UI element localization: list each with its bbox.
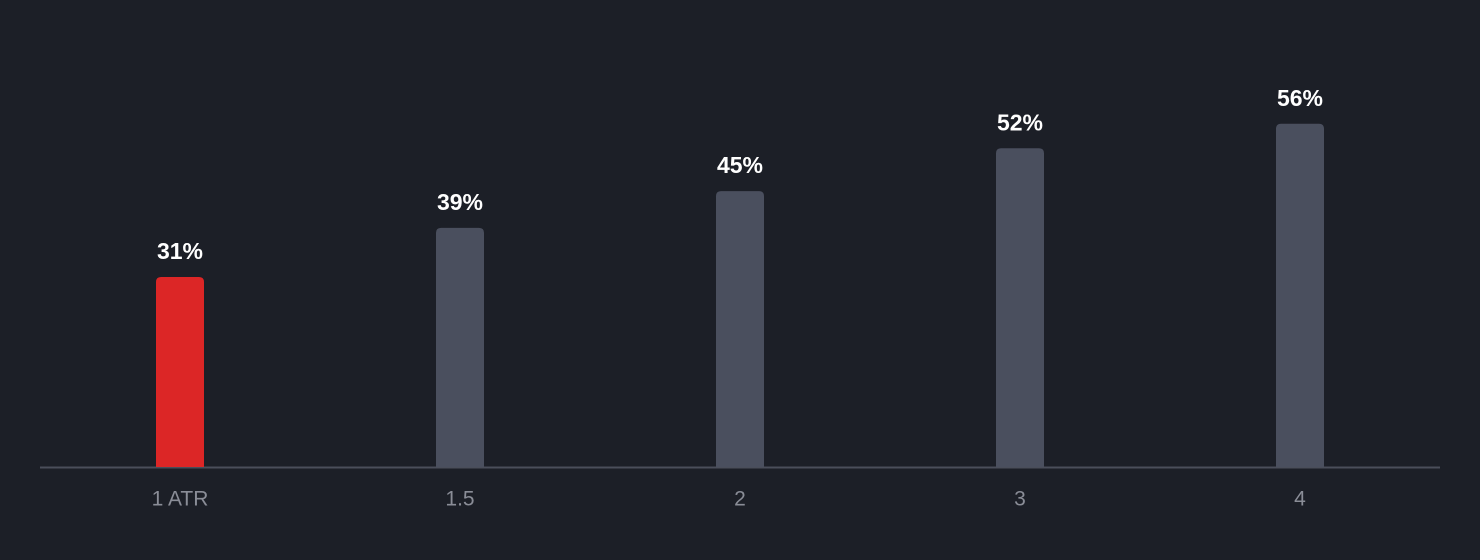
x-tick-label: 3 [1014,488,1026,511]
bar [436,227,484,467]
bar [156,276,204,467]
x-tick-label: 2 [734,488,746,511]
bar [996,148,1044,468]
value-label: 52% [997,109,1043,135]
x-tick-label: 1.5 [445,488,474,511]
x-tick-label: 4 [1294,488,1306,511]
value-label: 56% [1277,85,1323,111]
x-tick-label: 1 ATR [152,488,209,511]
value-label: 39% [437,189,483,215]
value-label: 45% [717,152,763,178]
bar [1276,123,1324,467]
bar [716,191,764,467]
value-label: 31% [157,238,203,264]
